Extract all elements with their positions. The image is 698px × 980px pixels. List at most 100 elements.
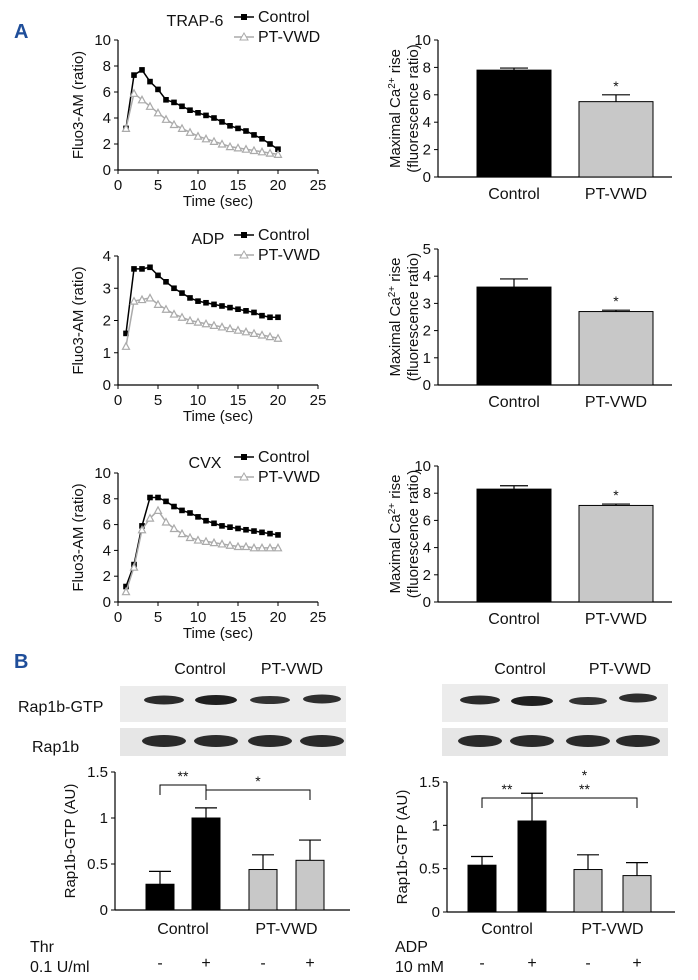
legend-marker-control (241, 454, 247, 460)
data-point-ptvwd (273, 149, 283, 158)
blot-band (510, 735, 554, 747)
data-point-control (179, 103, 185, 110)
x-tick-label: 0 (114, 609, 122, 626)
data-point-control (235, 525, 241, 532)
data-point-control (195, 110, 201, 116)
y-tick-label: 1.5 (419, 774, 440, 791)
data-point-control (243, 526, 249, 533)
y-axis-label-line2: (fluorescence ratio) (405, 44, 422, 172)
x-tick-label: 15 (230, 392, 247, 409)
data-point-ptvwd (121, 586, 131, 596)
blot-band (566, 735, 610, 747)
x-category-label: PT-VWD (585, 186, 647, 203)
data-point-control (251, 309, 257, 316)
y-tick-label: 1 (100, 810, 108, 827)
data-point-control (155, 272, 161, 279)
y-axis-label: Fluo3-AM (ratio) (70, 483, 87, 591)
chart-title: ADP (192, 231, 225, 248)
y-tick-label: 0.5 (87, 856, 108, 873)
data-point-control (163, 279, 169, 285)
blot-row-label-rap1b: Rap1b (32, 739, 79, 756)
x-tick-label: 10 (190, 392, 207, 409)
data-point-ptvwd (129, 562, 139, 571)
data-point-control (267, 141, 273, 147)
blot-row-label-rap1b-gtp: Rap1b-GTP (18, 699, 103, 716)
data-point-control (195, 298, 201, 304)
dose-label: 0.1 U/ml (30, 959, 90, 976)
series-line-pt-vwd (125, 297, 279, 347)
data-point-ptvwd (201, 536, 211, 545)
data-point-ptvwd (257, 147, 267, 156)
data-point-control (147, 78, 153, 85)
data-point-ptvwd (177, 528, 187, 538)
data-point-control (243, 308, 249, 314)
data-point-ptvwd (233, 541, 243, 551)
y-tick-label: 8 (103, 491, 111, 508)
data-point-ptvwd (209, 537, 219, 547)
blot-band (458, 735, 502, 747)
blot-band (248, 735, 292, 747)
data-point-ptvwd (225, 323, 235, 333)
data-point-ptvwd (273, 543, 283, 552)
blot-band (144, 695, 184, 705)
y-tick-label: 4 (103, 110, 111, 127)
data-point-ptvwd (161, 114, 171, 123)
data-point-control (171, 99, 177, 106)
significance-bracket (159, 784, 207, 795)
group-label-control: Control (157, 921, 209, 938)
significance-mark: ** (579, 781, 590, 797)
legend-label-control: Control (258, 227, 310, 244)
y-axis-label: Rap1b-GTP (AU) (394, 790, 411, 905)
bar-control (476, 286, 552, 386)
panel-label-b: B (14, 651, 28, 673)
data-point-control (155, 494, 161, 501)
data-point-ptvwd (137, 294, 147, 304)
data-point-control (211, 115, 217, 121)
data-point-ptvwd (193, 535, 203, 544)
data-point-ptvwd (169, 523, 179, 533)
x-tick-label: 15 (230, 609, 247, 626)
y-tick-label: 4 (423, 114, 431, 131)
data-point-ptvwd (273, 333, 283, 342)
significance-mark: * (582, 767, 588, 783)
x-tick-label: 25 (310, 609, 327, 626)
legend-marker-ptvwd (239, 31, 249, 41)
blot-band (303, 694, 341, 704)
group-label-ptvwd: PT-VWD (255, 921, 317, 938)
data-point-control (163, 97, 169, 103)
data-point-control (259, 136, 265, 142)
data-point-control (179, 507, 185, 514)
stimulus-label: ADP (395, 939, 428, 956)
data-point-ptvwd (217, 322, 227, 331)
data-point-ptvwd (153, 108, 163, 117)
adp-bar-chart: 0 1 2 3 4 5 Control * PT-VWD Maximal Ca2+ rise (fl… (387, 241, 672, 411)
data-point-control (219, 303, 225, 309)
cvx-line-chart: 0 2 4 6 8 10 0 5 10 15 20 25 Time (sec) Fluo3-AM (rat… (70, 449, 326, 642)
treatment-sign: + (527, 955, 536, 972)
x-category-label: PT-VWD (585, 611, 647, 628)
blot-group-label-control: Control (174, 661, 226, 678)
bar-pt-vwd (578, 311, 654, 386)
trap6-bar-chart: 0 2 4 6 8 10 Control * PT-VWD Maximal Ca2+ rise (f… (387, 32, 672, 203)
data-point-ptvwd (225, 141, 235, 151)
data-point-control (275, 314, 281, 321)
y-tick-label: 8 (103, 58, 111, 75)
y-tick-label: 6 (103, 517, 111, 534)
y-tick-label: 2 (423, 323, 431, 340)
blot-band (569, 697, 607, 705)
data-point-ptvwd (177, 123, 187, 132)
data-point-control (179, 290, 185, 296)
y-tick-label: 0 (103, 162, 111, 179)
legend-marker-ptvwd (239, 471, 249, 481)
x-axis-label: Time (sec) (183, 193, 253, 210)
data-point-ptvwd (169, 119, 179, 129)
adp-line-chart: 0 1 2 3 4 0 5 10 15 20 25 Time (sec) Fluo3-AM (ratio… (70, 227, 326, 425)
data-point-control (219, 523, 225, 529)
legend-marker-control (241, 232, 247, 238)
y-tick-label: 1 (423, 350, 431, 367)
data-point-control (203, 517, 209, 524)
bar-pt-vwd (578, 504, 654, 603)
western-blot-adp: Control PT-VWD (442, 661, 668, 756)
data-point-control (211, 301, 217, 308)
treatment-sign: + (201, 955, 210, 972)
